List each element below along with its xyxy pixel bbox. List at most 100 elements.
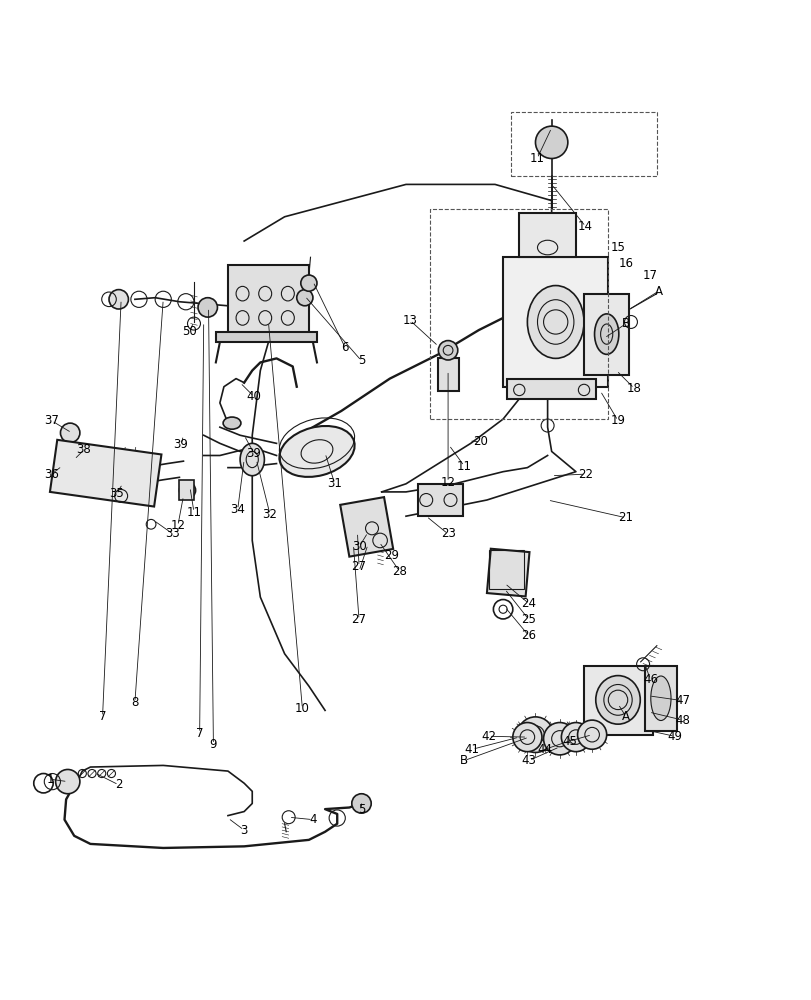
- Text: 28: 28: [392, 565, 406, 578]
- Text: 11: 11: [187, 506, 201, 519]
- Text: 11: 11: [457, 460, 471, 473]
- Text: 45: 45: [561, 735, 576, 748]
- Circle shape: [60, 423, 79, 443]
- Circle shape: [438, 341, 457, 360]
- Text: 37: 37: [44, 414, 59, 427]
- Text: 26: 26: [521, 629, 536, 642]
- Bar: [50, 440, 161, 507]
- Text: 46: 46: [642, 673, 657, 686]
- Text: 39: 39: [174, 438, 188, 451]
- Ellipse shape: [650, 676, 670, 721]
- Text: 36: 36: [44, 468, 59, 481]
- Bar: [216, 332, 316, 342]
- Text: 2: 2: [115, 778, 122, 791]
- Bar: [583, 294, 628, 375]
- Circle shape: [109, 290, 128, 309]
- Circle shape: [534, 126, 567, 159]
- Text: 5: 5: [358, 803, 365, 816]
- Text: 30: 30: [351, 540, 366, 553]
- Text: 48: 48: [675, 714, 689, 727]
- Circle shape: [179, 482, 195, 498]
- Text: 29: 29: [384, 549, 398, 562]
- Text: 27: 27: [351, 560, 366, 573]
- Text: 21: 21: [618, 511, 633, 524]
- Text: A: A: [654, 285, 662, 298]
- Text: 10: 10: [294, 702, 310, 715]
- Bar: [179, 480, 194, 500]
- Text: 13: 13: [402, 314, 417, 327]
- Bar: [488, 550, 524, 589]
- Text: 22: 22: [577, 468, 592, 481]
- Text: 7: 7: [195, 727, 203, 740]
- Circle shape: [517, 717, 552, 752]
- Text: 24: 24: [521, 597, 536, 610]
- Ellipse shape: [526, 286, 583, 358]
- Bar: [430, 209, 607, 419]
- Ellipse shape: [223, 417, 241, 429]
- Bar: [487, 549, 529, 596]
- Bar: [583, 666, 652, 735]
- Text: 20: 20: [473, 435, 487, 448]
- Text: 3: 3: [240, 824, 247, 837]
- Bar: [438, 358, 458, 391]
- Text: 32: 32: [262, 508, 277, 521]
- Text: 35: 35: [109, 487, 123, 500]
- Circle shape: [513, 723, 541, 752]
- Text: 12: 12: [440, 476, 455, 489]
- Text: 39: 39: [246, 447, 261, 460]
- Circle shape: [351, 794, 371, 813]
- Text: 38: 38: [76, 443, 91, 456]
- Ellipse shape: [279, 426, 354, 477]
- Text: 42: 42: [480, 730, 496, 743]
- Bar: [511, 112, 656, 176]
- Circle shape: [198, 298, 217, 317]
- Bar: [644, 666, 676, 731]
- Text: 41: 41: [464, 743, 479, 756]
- Ellipse shape: [594, 314, 618, 354]
- Text: 50: 50: [182, 325, 196, 338]
- Text: 40: 40: [246, 390, 261, 403]
- Bar: [503, 257, 607, 387]
- Bar: [228, 265, 308, 334]
- Bar: [507, 379, 595, 399]
- Text: 19: 19: [610, 414, 624, 427]
- Text: 5: 5: [358, 354, 365, 367]
- Text: 33: 33: [165, 527, 180, 540]
- Text: 17: 17: [642, 269, 657, 282]
- Text: 12: 12: [170, 519, 185, 532]
- Text: B: B: [621, 317, 629, 330]
- Text: 27: 27: [351, 613, 366, 626]
- Bar: [519, 213, 575, 257]
- Circle shape: [560, 723, 590, 752]
- Text: 43: 43: [521, 754, 536, 767]
- Circle shape: [577, 720, 606, 749]
- Text: 31: 31: [327, 477, 341, 490]
- Text: 1: 1: [46, 773, 54, 786]
- Ellipse shape: [240, 443, 264, 476]
- Text: 7: 7: [99, 710, 106, 723]
- Text: 14: 14: [577, 220, 592, 233]
- Bar: [340, 497, 393, 557]
- Text: 49: 49: [667, 730, 681, 743]
- Text: 16: 16: [618, 257, 633, 270]
- Text: 18: 18: [626, 382, 641, 395]
- Text: 15: 15: [610, 241, 624, 254]
- Text: 47: 47: [675, 694, 689, 707]
- Text: B: B: [460, 754, 468, 767]
- Text: 8: 8: [131, 696, 139, 709]
- Text: A: A: [621, 710, 629, 723]
- Circle shape: [296, 290, 312, 306]
- Text: 34: 34: [230, 503, 245, 516]
- Text: 11: 11: [529, 152, 544, 165]
- Ellipse shape: [595, 676, 640, 724]
- Circle shape: [543, 723, 575, 755]
- Text: 23: 23: [440, 527, 455, 540]
- Text: 4: 4: [309, 813, 316, 826]
- Text: 6: 6: [341, 341, 349, 354]
- Text: 25: 25: [521, 613, 536, 626]
- Circle shape: [55, 769, 79, 794]
- Text: 9: 9: [209, 738, 217, 751]
- Bar: [418, 484, 462, 516]
- Text: 44: 44: [537, 743, 552, 756]
- Circle shape: [300, 275, 316, 291]
